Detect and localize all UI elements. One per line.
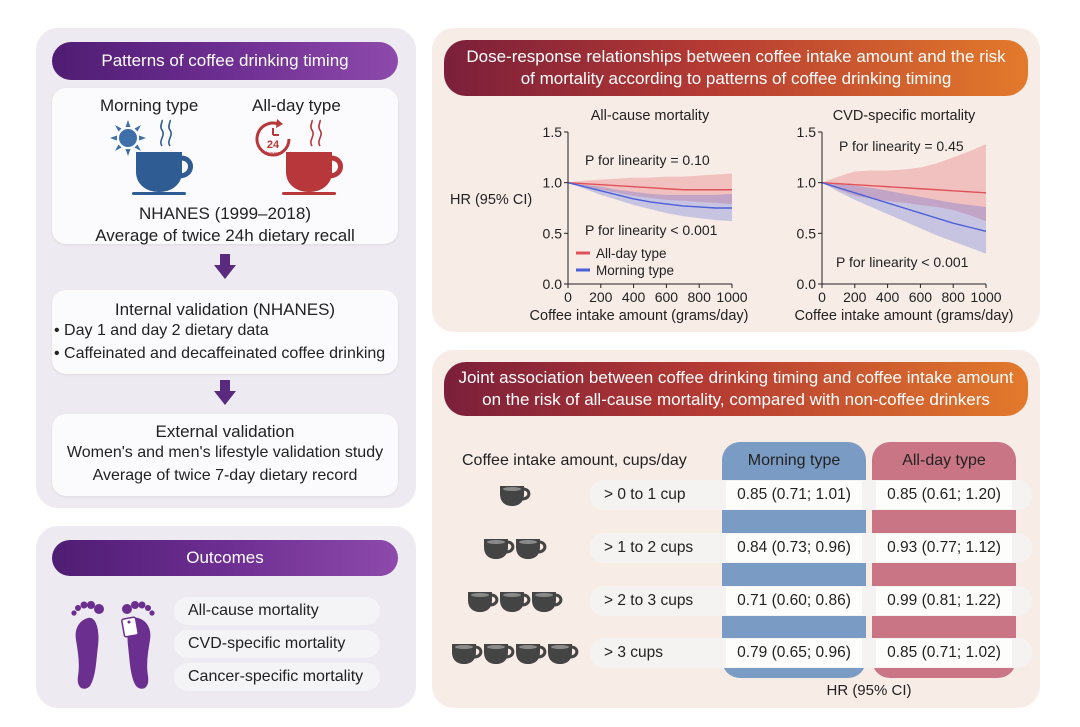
y-tick-label: 0.5	[543, 225, 563, 241]
series-line-all-day	[567, 181, 732, 191]
joint-footer-label: HR (95% CI)	[826, 682, 912, 699]
allday-type-label: All-day type	[252, 96, 341, 115]
legend-label: Morning type	[596, 263, 674, 278]
outcomes-title: Outcomes	[52, 540, 398, 576]
ci-band-all-day	[822, 144, 986, 222]
x-tick-label: 1000	[970, 289, 1001, 305]
clock-hours-text: hours	[266, 151, 280, 157]
external-line1: Women's and men's lifestyle validation s…	[66, 444, 384, 461]
all-cause-chart: All-cause mortality 0.0 0.5 1.0 1.5 0 200 400 60…	[530, 108, 748, 324]
x-tick-label: 0	[564, 289, 572, 305]
joint-title-line2: on the risk of all-cause mortality, comp…	[482, 390, 990, 409]
external-line2: Average of twice 7-day dietary record	[92, 467, 358, 484]
x-tick-label: 400	[876, 289, 900, 305]
allday-hr-cell: 0.85 (0.71; 1.02)	[876, 639, 1012, 667]
coffee-cups-icon	[452, 644, 579, 664]
x-tick-label: 800	[942, 289, 966, 305]
internal-validation-card	[52, 290, 398, 374]
chart-title: CVD-specific mortality	[833, 108, 976, 124]
y-tick-label: 1.0	[543, 175, 563, 191]
cups-icon-group	[482, 535, 554, 566]
intake-row-label: > 2 to 3 cups	[604, 592, 694, 609]
p-linearity-top: P for linearity = 0.45	[839, 138, 964, 154]
dose-response-title: Dose-response relationships between coff…	[444, 40, 1028, 96]
series-line-morning	[821, 181, 987, 232]
p-linearity-bottom: P for linearity < 0.001	[585, 222, 718, 238]
internal-validation-title: Internal validation (NHANES)	[114, 300, 336, 319]
cups-icon-group	[466, 588, 570, 619]
outcome-cvd: CVD-specific mortality	[174, 630, 380, 658]
x-axis-label: Coffee intake amount (grams/day)	[530, 308, 748, 324]
morning-hr-cell: 0.79 (0.65; 0.96)	[726, 639, 862, 667]
feet-icon	[71, 601, 155, 689]
internal-bullet-2: • Caffeinated and decaffeinated coffee d…	[54, 345, 386, 362]
dose-title-line2: of mortality according to patterns of co…	[520, 69, 952, 88]
x-tick-label: 800	[688, 289, 712, 305]
morning-type-label: Morning type	[100, 96, 199, 115]
sun-icon	[110, 120, 146, 156]
joint-title-line1: Joint association between coffee drinkin…	[458, 368, 1014, 387]
intake-row-label: > 1 to 2 cups	[604, 539, 694, 556]
legend-label: All-day type	[596, 246, 667, 261]
cups-icon-group	[450, 640, 586, 671]
dose-title-line1: Dose-response relationships between coff…	[466, 47, 1006, 66]
joint-association-title: Joint association between coffee drinkin…	[444, 362, 1028, 416]
x-tick-label: 600	[909, 289, 933, 305]
y-tick-label: 1.0	[797, 175, 817, 191]
p-linearity-top: P for linearity = 0.10	[585, 152, 710, 168]
chart-y-axis-label: HR (95% CI)	[450, 192, 533, 208]
outcome-cancer: Cancer-specific mortality	[174, 663, 380, 691]
coffee-timing-title: Patterns of coffee drinking timing	[52, 42, 398, 80]
external-validation-card	[52, 414, 398, 496]
clock-24h-icon: 24 hours	[255, 119, 291, 157]
allday-hr-cell: 0.93 (0.77; 1.12)	[876, 534, 1012, 562]
nhanes-line2: Average of twice 24h dietary recall	[95, 226, 355, 245]
down-arrow-icon	[214, 380, 236, 405]
y-tick-label: 0.0	[543, 276, 563, 292]
x-tick-label: 400	[622, 289, 646, 305]
ci-band-all-day	[568, 173, 732, 204]
allday-column-header: All-day type	[902, 452, 986, 469]
x-tick-label: 1000	[716, 289, 747, 305]
down-arrow-icon	[214, 254, 236, 279]
ci-band-morning	[822, 182, 986, 254]
steam-icon	[310, 119, 322, 147]
nhanes-line1: NHANES (1999–2018)	[139, 204, 311, 223]
coffee-cups-icon	[500, 486, 531, 506]
x-tick-label: 200	[843, 289, 867, 305]
p-linearity-bottom: P for linearity < 0.001	[836, 254, 969, 270]
cups-icon-group	[498, 482, 538, 513]
y-tick-label: 1.5	[543, 124, 563, 140]
x-tick-label: 200	[589, 289, 613, 305]
intake-row-label: > 3 cups	[604, 644, 664, 661]
morning-hr-cell: 0.84 (0.73; 0.96)	[726, 534, 862, 562]
morning-column-header: Morning type	[747, 452, 841, 469]
clock-24-text: 24	[267, 139, 280, 151]
coffee-cups-icon	[468, 592, 563, 612]
y-tick-label: 0.0	[797, 276, 817, 292]
coffee-cup-icon	[282, 152, 343, 195]
series-line-morning	[567, 181, 732, 209]
steam-icon	[160, 119, 172, 147]
intake-column-header: Coffee intake amount, cups/day	[462, 452, 687, 469]
coffee-cups-icon	[484, 539, 547, 559]
outcome-all-cause: All-cause mortality	[174, 597, 380, 625]
external-validation-title: External validation	[155, 422, 295, 441]
y-tick-label: 0.5	[797, 225, 817, 241]
allday-hr-cell: 0.99 (0.81; 1.22)	[876, 587, 1012, 615]
chart-title: All-cause mortality	[591, 108, 710, 124]
intake-row-label: > 0 to 1 cup	[604, 486, 686, 503]
cvd-chart: CVD-specific mortality 0.0 0.5 1.0 1.5 0 200 40…	[795, 108, 1014, 324]
x-axis-label: Coffee intake amount (grams/day)	[795, 308, 1014, 324]
x-tick-label: 0	[818, 289, 826, 305]
x-tick-label: 600	[655, 289, 679, 305]
morning-hr-cell: 0.71 (0.60; 0.86)	[726, 587, 862, 615]
internal-bullet-1: • Day 1 and day 2 dietary data	[54, 322, 269, 339]
coffee-cup-icon	[132, 152, 193, 195]
morning-hr-cell: 0.85 (0.71; 1.01)	[726, 481, 862, 509]
series-line-all-day	[821, 181, 987, 194]
y-tick-label: 1.5	[797, 124, 817, 140]
allday-hr-cell: 0.85 (0.61; 1.20)	[876, 481, 1012, 509]
